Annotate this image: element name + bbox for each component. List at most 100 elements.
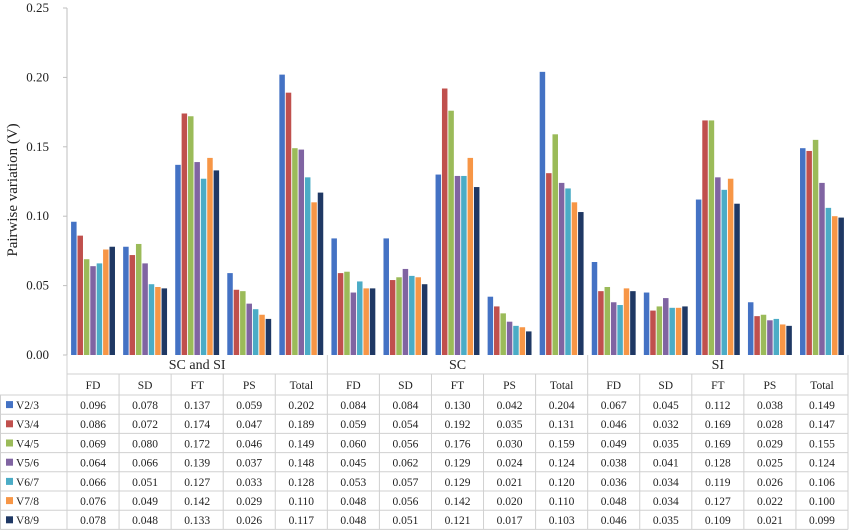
bar-V6-7-5 — [357, 281, 363, 355]
legend-label: V7/8 — [16, 496, 39, 508]
bar-V8-9-10 — [630, 291, 636, 355]
bar-V2-3-10 — [591, 262, 598, 355]
bar-V8-9-0 — [109, 246, 115, 355]
table-cell-value: 0.142 — [445, 496, 471, 508]
bar-V6-7-13 — [773, 318, 780, 355]
table-cell-value: 0.028 — [757, 419, 783, 431]
bar-V7-8-9 — [571, 202, 578, 355]
table-cell-value: 0.029 — [757, 438, 783, 450]
bar-V8-9-8 — [526, 331, 532, 355]
legend-label: V6/7 — [16, 477, 39, 489]
table-cell-value: 0.084 — [392, 400, 418, 412]
table-cell-value: 0.048 — [601, 496, 627, 508]
table-cell-value: 0.032 — [653, 419, 679, 431]
legend-swatch — [6, 458, 13, 466]
table-cell-value: 0.103 — [549, 515, 575, 527]
bar-V3-4-7 — [441, 88, 448, 355]
category-label: FD — [346, 380, 361, 392]
table-cell-value: 0.037 — [236, 458, 262, 470]
table-cell-value: 0.042 — [497, 400, 523, 412]
bar-V4-5-1 — [135, 243, 142, 355]
table-cell-value: 0.035 — [653, 515, 679, 527]
bar-V7-8-5 — [363, 288, 369, 355]
table-cell-value: 0.066 — [132, 458, 158, 470]
legend-swatch — [6, 401, 13, 409]
table-cell-value: 0.057 — [392, 477, 418, 489]
bar-V2-3-4 — [279, 74, 285, 356]
table-cell-value: 0.051 — [392, 515, 418, 527]
bar-V7-8-1 — [155, 286, 161, 355]
category-label: SD — [138, 380, 153, 392]
category-label: FD — [86, 380, 101, 392]
category-label: PS — [764, 380, 777, 392]
table-cell-value: 0.129 — [445, 458, 471, 470]
table-cell-value: 0.096 — [80, 400, 106, 412]
bar-V5-6-0 — [90, 266, 96, 355]
bar-V3-4-14 — [806, 150, 812, 355]
bar-V4-5-8 — [500, 313, 506, 355]
table-cell-value: 0.045 — [340, 458, 366, 470]
category-label: Total — [810, 380, 833, 392]
table-cell-value: 0.189 — [288, 419, 314, 431]
bar-V6-7-7 — [461, 175, 467, 355]
bar-V6-7-4 — [304, 177, 311, 355]
bar-V5-6-9 — [558, 182, 565, 355]
bar-V6-7-1 — [148, 284, 155, 355]
table-cell-value: 0.024 — [497, 458, 523, 470]
table-cell-value: 0.046 — [236, 438, 262, 450]
table-cell-value: 0.033 — [236, 477, 262, 489]
category-label: Total — [550, 380, 573, 392]
table-cell-value: 0.110 — [289, 496, 315, 508]
bar-V8-9-7 — [473, 187, 480, 355]
bar-V5-6-5 — [350, 292, 357, 355]
table-cell-value: 0.035 — [653, 438, 679, 450]
table-cell-value: 0.084 — [340, 400, 366, 412]
bar-V4-5-5 — [344, 271, 350, 355]
bar-V2-3-7 — [435, 174, 442, 355]
bar-V8-9-5 — [369, 288, 376, 355]
table-cell-value: 0.041 — [653, 458, 679, 470]
table-cell-value: 0.112 — [705, 400, 731, 412]
bar-V4-5-7 — [448, 110, 454, 356]
bar-V6-7-14 — [825, 207, 832, 355]
table-cell-value: 0.128 — [705, 458, 731, 470]
table-cell-value: 0.030 — [497, 438, 523, 450]
table-cell-value: 0.048 — [132, 515, 158, 527]
bar-V2-3-6 — [383, 238, 389, 355]
bar-V5-6-4 — [298, 149, 305, 355]
bar-V5-6-6 — [402, 268, 409, 355]
bar-V6-7-3 — [252, 309, 259, 355]
bar-V7-8-11 — [675, 307, 682, 355]
y-tick-label: 0.05 — [26, 278, 49, 293]
table-cell-value: 0.127 — [184, 477, 210, 489]
bar-V4-5-14 — [812, 139, 819, 355]
legend-swatch — [6, 497, 13, 505]
bar-V2-3-2 — [175, 164, 181, 355]
bar-V4-5-13 — [760, 314, 767, 355]
bar-V5-6-7 — [454, 175, 461, 355]
bar-V5-6-13 — [767, 320, 773, 355]
bar-V8-9-9 — [578, 212, 584, 355]
bar-V7-8-4 — [311, 202, 317, 355]
table-cell-value: 0.069 — [80, 438, 106, 450]
table-cell-value: 0.176 — [445, 438, 471, 450]
bar-V2-3-12 — [695, 199, 702, 355]
table-cell-value: 0.078 — [80, 515, 106, 527]
table-cell-value: 0.147 — [809, 419, 835, 431]
bar-V6-7-10 — [617, 305, 623, 355]
category-label: SD — [658, 380, 673, 392]
bar-V7-8-6 — [415, 277, 421, 355]
bar-V8-9-12 — [734, 203, 740, 355]
y-tick-label: 0.00 — [26, 347, 49, 362]
table-cell-value: 0.120 — [549, 477, 575, 489]
table-cell-value: 0.192 — [445, 419, 471, 431]
table-cell-value: 0.109 — [705, 515, 731, 527]
category-label: FT — [451, 380, 464, 392]
bar-V2-3-9 — [539, 71, 546, 355]
y-tick-label: 0.15 — [26, 139, 49, 154]
table-cell-value: 0.127 — [705, 496, 731, 508]
bar-V6-7-2 — [200, 178, 207, 355]
table-cell-value: 0.124 — [809, 458, 835, 470]
bar-V4-5-6 — [396, 277, 402, 355]
table-cell-value: 0.054 — [392, 419, 418, 431]
